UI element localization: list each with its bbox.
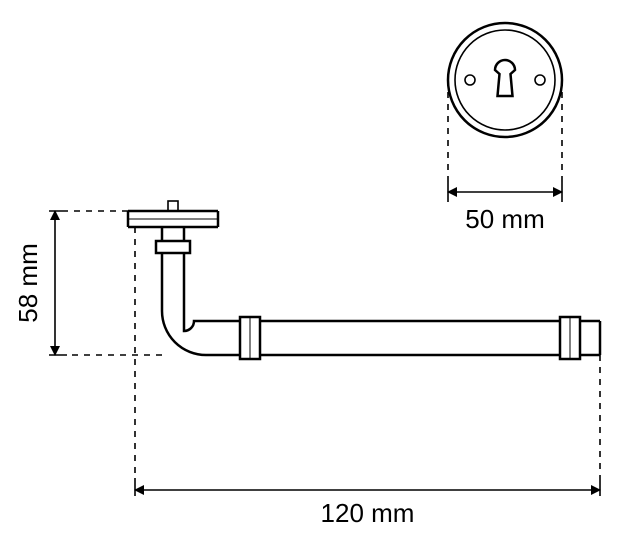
keyhole-icon <box>495 60 515 96</box>
dim-label-width: 120 mm <box>321 498 415 528</box>
dim-label-escutcheon: 50 mm <box>465 204 544 234</box>
dim-width: 120 mm <box>135 227 600 528</box>
technical-drawing: 50 mm 58 mm 120 mm <box>0 0 640 555</box>
escutcheon: 50 mm <box>448 23 562 234</box>
dim-height: 58 mm <box>13 211 162 355</box>
dim-label-height: 58 mm <box>13 243 43 322</box>
